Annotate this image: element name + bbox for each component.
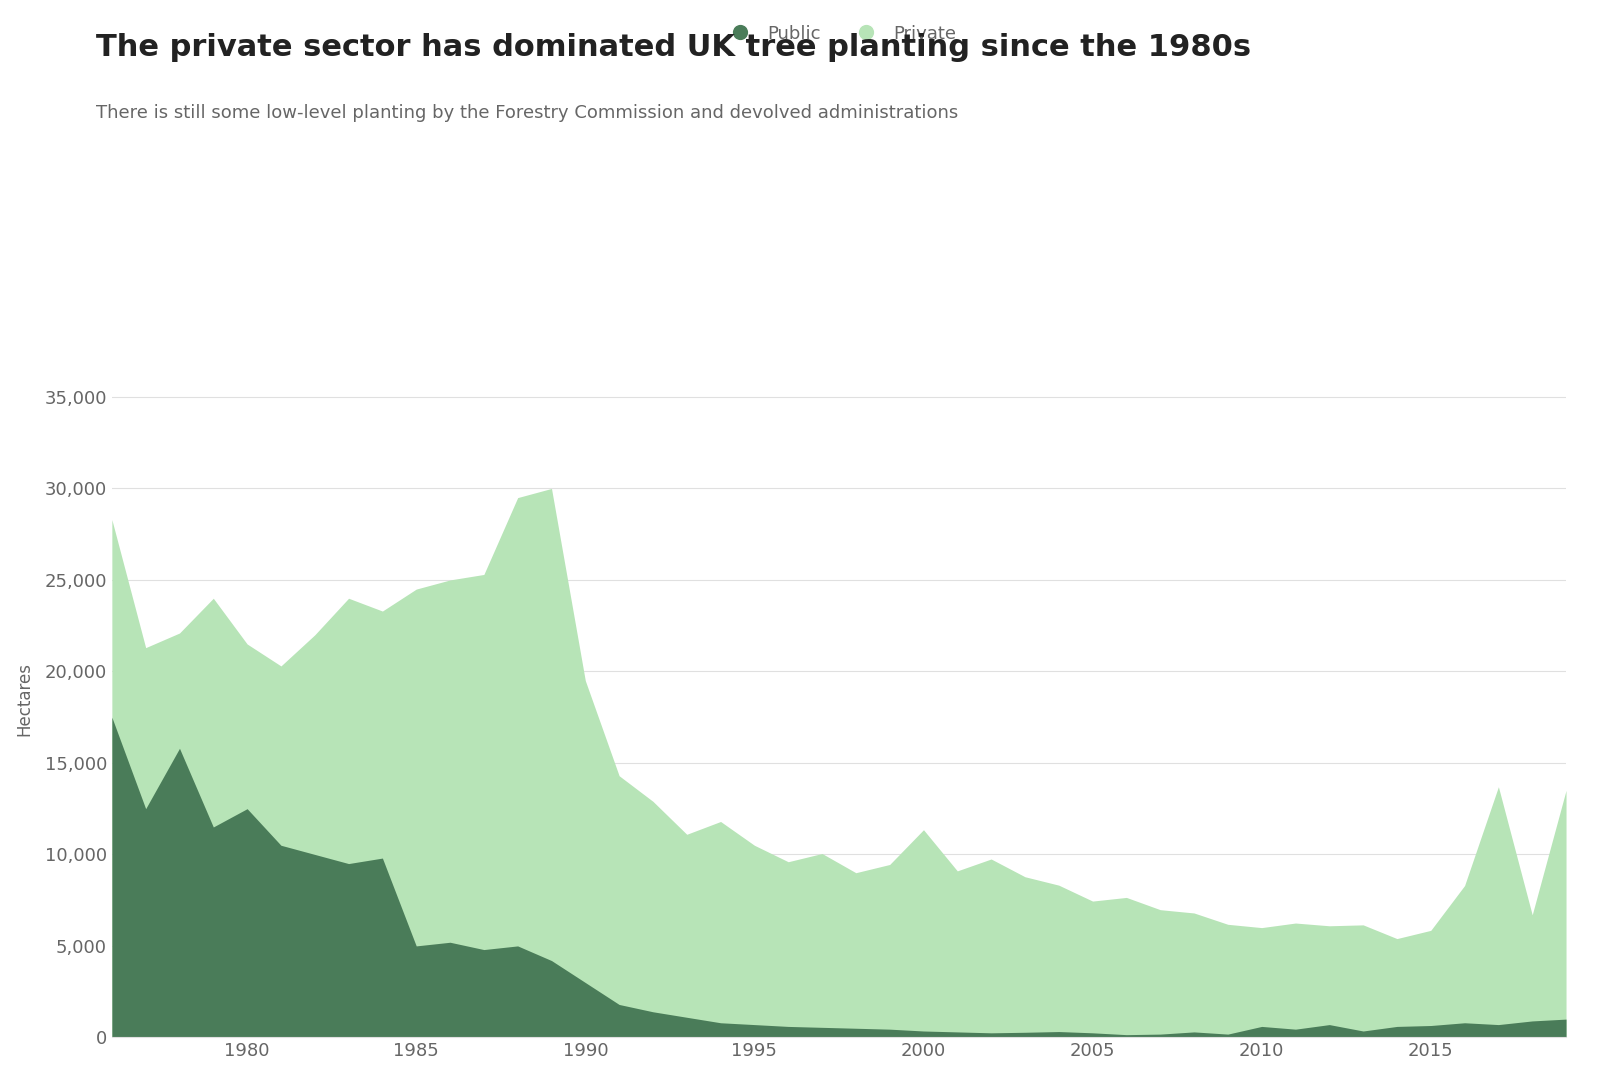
Legend: Public, Private: Public, Private xyxy=(714,17,964,50)
Y-axis label: Hectares: Hectares xyxy=(16,662,34,736)
Text: There is still some low-level planting by the Forestry Commission and devolved a: There is still some low-level planting b… xyxy=(96,104,959,121)
Text: The private sector has dominated UK tree planting since the 1980s: The private sector has dominated UK tree… xyxy=(96,33,1251,62)
